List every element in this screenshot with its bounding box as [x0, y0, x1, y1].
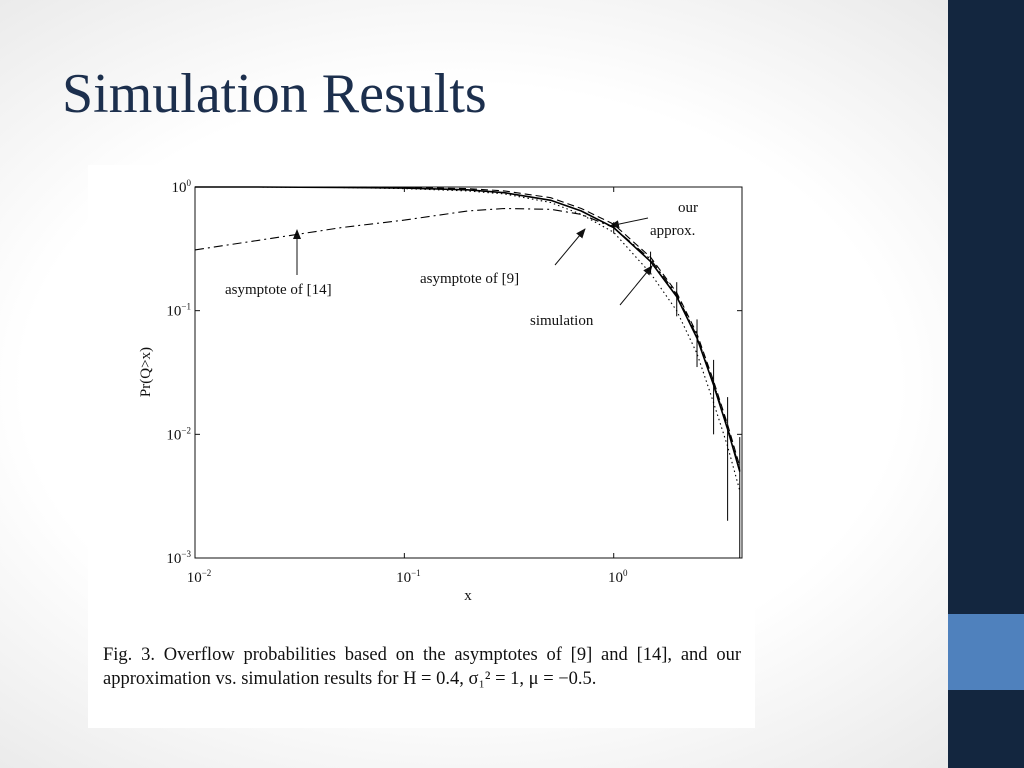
annotation-line: approx.	[650, 223, 695, 239]
arrow	[554, 228, 586, 266]
annotation: our approx.	[650, 200, 698, 239]
x-axis-label: x	[464, 588, 472, 604]
tick-label: 10−2	[166, 425, 191, 443]
tick-label: 100	[172, 178, 192, 196]
tick-label: 10−3	[166, 549, 191, 567]
tick-base: 10	[166, 427, 181, 443]
tick-exponent: −2	[202, 568, 212, 578]
series-line	[195, 186, 741, 491]
tick-exponent: −2	[181, 425, 191, 435]
tick-exponent: −1	[411, 568, 421, 578]
tick-label: 10−1	[396, 568, 421, 586]
series-line	[195, 186, 741, 467]
annotation: asymptote of [9]	[420, 271, 519, 287]
arrow	[619, 265, 653, 306]
tick-base: 10	[608, 570, 623, 586]
arrow	[609, 217, 649, 229]
annotation-line: our	[678, 200, 698, 216]
tick-base: 10	[166, 551, 181, 567]
tick-label: 100	[608, 568, 628, 586]
annotation-arrows	[293, 217, 653, 306]
figure-panel	[88, 165, 755, 728]
slide-title: Simulation Results	[62, 63, 487, 125]
tick-base: 10	[396, 570, 411, 586]
tick-base: 10	[187, 570, 202, 586]
tick-base: 10	[166, 304, 181, 320]
tick-label: 10−2	[187, 568, 212, 586]
side-block	[948, 614, 1024, 690]
series-line	[194, 207, 741, 470]
figure-caption: Fig. 3. Overflow probabilities based on …	[103, 645, 741, 689]
tick-exponent: 0	[187, 178, 192, 188]
annotation: asymptote of [14]	[225, 282, 332, 298]
annotation: simulation	[530, 313, 594, 329]
tick-label: 10−1	[166, 302, 191, 320]
tick-exponent: −3	[181, 549, 191, 559]
tick-base: 10	[172, 180, 187, 196]
tick-exponent: −1	[181, 302, 191, 312]
tick-exponent: 0	[623, 568, 628, 578]
plot-frame	[194, 186, 743, 559]
y-axis-label: Pr(Q>x)	[138, 347, 154, 397]
